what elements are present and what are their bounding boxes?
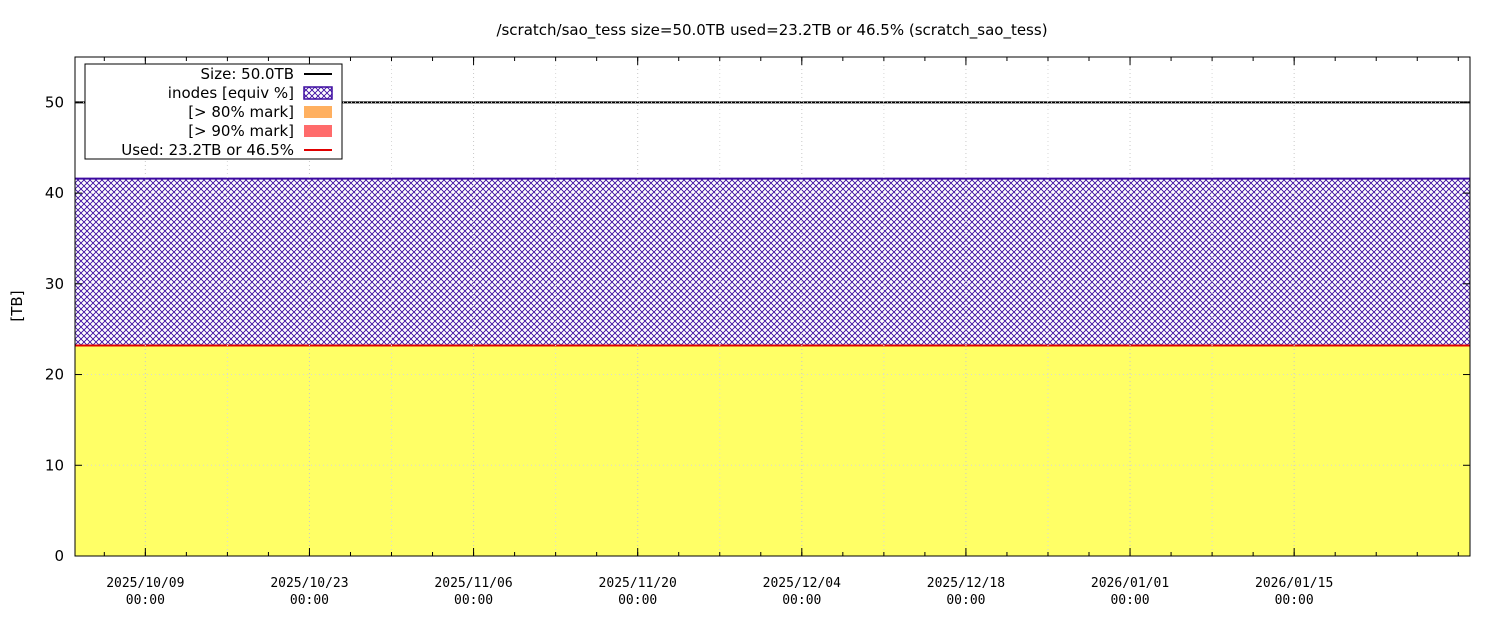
x-tick-label-time: 00:00: [1275, 593, 1314, 608]
x-tick-label-time: 00:00: [946, 593, 985, 608]
x-tick-label-date: 2025/12/18: [927, 576, 1005, 591]
x-tick-label-date: 2025/10/23: [270, 576, 348, 591]
axes: 0 10 20 30 40 50 2025/10/09 00:00 2025/10/23 00:0…: [45, 56, 1471, 608]
x-tick-label-time: 00:00: [454, 593, 493, 608]
plot-area: [75, 101, 1470, 556]
inodes-band: [75, 178, 1470, 346]
legend-label: Used: 23.2TB or 46.5%: [121, 141, 294, 159]
x-tick-label-date: 2025/10/09: [106, 576, 184, 591]
x-tick-label-date: 2025/11/06: [434, 576, 512, 591]
x-tick-label-date: 2025/11/20: [599, 576, 677, 591]
legend-label: [> 80% mark]: [188, 103, 294, 121]
legend-swatch-fill: [304, 125, 332, 137]
y-tick-label: 50: [45, 93, 64, 111]
y-tick-label: 20: [45, 366, 64, 384]
legend-box: [84, 63, 343, 160]
y-tick-label: 0: [54, 547, 64, 565]
x-tick-label-date: 2026/01/15: [1255, 576, 1333, 591]
x-tick-label-time: 00:00: [126, 593, 165, 608]
used-area: [75, 345, 1470, 556]
y-axis-label: [TB]: [8, 290, 26, 321]
x-tick-label-time: 00:00: [1110, 593, 1149, 608]
plot-frame: [74, 56, 1471, 557]
legend-swatch-fill: [304, 106, 332, 118]
legend-swatch-hatch: [303, 86, 333, 100]
y-tick-label: 30: [45, 275, 64, 293]
x-tick-label-date: 2025/12/04: [763, 576, 841, 591]
x-tick-label-time: 00:00: [290, 593, 329, 608]
y-tick-label: 10: [45, 456, 64, 474]
x-tick-label-time: 00:00: [618, 593, 657, 608]
legend-label: [> 90% mark]: [188, 122, 294, 140]
x-tick-label-time: 00:00: [782, 593, 821, 608]
x-tick-label-date: 2026/01/01: [1091, 576, 1169, 591]
legend-label: Size: 50.0TB: [201, 65, 294, 83]
chart-title: /scratch/sao_tess size=50.0TB used=23.2T…: [496, 21, 1047, 40]
legend-label: inodes [equiv %]: [168, 84, 294, 102]
y-tick-label: 40: [45, 184, 64, 202]
